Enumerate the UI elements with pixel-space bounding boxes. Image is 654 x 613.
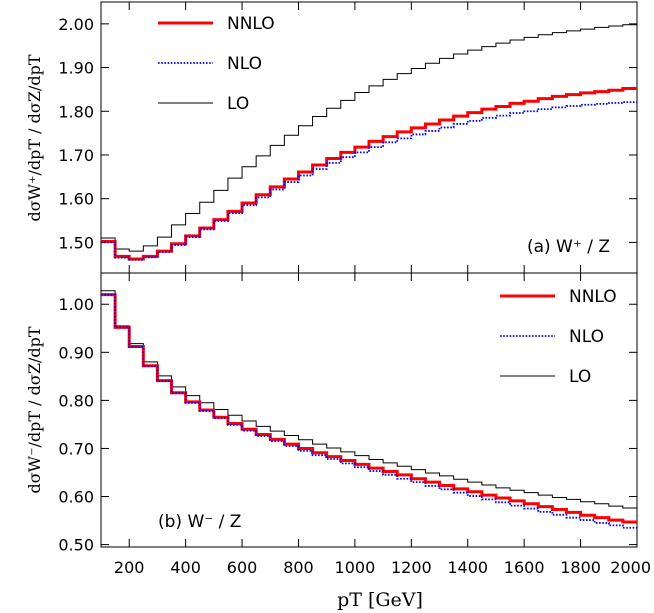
x-tick-label: 1400 bbox=[447, 558, 488, 577]
series-nlo-line bbox=[101, 101, 637, 261]
y-tick-label: 1.90 bbox=[58, 59, 94, 78]
panel-a-ylabel-text: dσW⁺/dpT / dσZ/dpT bbox=[25, 54, 44, 221]
panel-b-xticks bbox=[128, 273, 638, 547]
x-tick-label: 200 bbox=[114, 558, 145, 577]
x-tick-labels: 200 400 600 800 1000 1200 1400 1600 1800 2000 bbox=[114, 558, 651, 577]
panel-a-yticks: 1.50 1.60 1.70 1.80 1.90 2.00 bbox=[58, 15, 637, 252]
x-axis-label: pT [GeV] bbox=[337, 589, 423, 611]
legend-label-nlo: NLO bbox=[569, 327, 604, 347]
y-tick-label: 1.60 bbox=[58, 190, 94, 209]
panel-b-label: (b) W⁻ / Z bbox=[158, 512, 241, 532]
panel-b-legend: NNLO NLO LO bbox=[500, 287, 617, 387]
x-tick-label: 400 bbox=[170, 558, 201, 577]
legend-label-nnlo: NNLO bbox=[227, 14, 275, 34]
panel-b-frame bbox=[100, 272, 638, 548]
panel-a: 1.50 1.60 1.70 1.80 1.90 2.00 NNLO NLO LO (a) W… bbox=[25, 1, 638, 274]
x-tick-label: 2000 bbox=[610, 558, 651, 577]
y-tick-label: 0.50 bbox=[58, 536, 94, 555]
y-tick-label: 0.70 bbox=[58, 439, 94, 458]
legend-label-lo: LO bbox=[569, 367, 591, 387]
panel-a-ylabel: dσW⁺/dpT / dσZ/dpT bbox=[25, 54, 44, 221]
panel-a-series bbox=[101, 24, 637, 261]
y-tick-label: 1.50 bbox=[58, 233, 94, 252]
legend-label-lo: LO bbox=[227, 94, 249, 114]
series-nnlo-line bbox=[101, 293, 637, 524]
x-tick-label: 600 bbox=[227, 558, 258, 577]
x-tick-label: 1000 bbox=[335, 558, 376, 577]
x-tick-label: 800 bbox=[283, 558, 314, 577]
panel-b-yticks: 0.50 0.60 0.70 0.80 0.90 1.00 bbox=[58, 295, 637, 555]
panel-b-series bbox=[101, 290, 637, 529]
series-lo-line bbox=[101, 290, 637, 509]
panel-b: 0.50 0.60 0.70 0.80 0.90 1.00 NNLO NLO LO (b) W… bbox=[25, 272, 638, 555]
series-lo-line bbox=[101, 24, 637, 252]
series-nlo-line bbox=[101, 293, 637, 529]
y-tick-label: 1.70 bbox=[58, 146, 94, 165]
x-tick-label: 1200 bbox=[391, 558, 432, 577]
x-tick-label: 1600 bbox=[504, 558, 545, 577]
y-tick-label: 0.90 bbox=[58, 343, 94, 362]
y-tick-label: 1.80 bbox=[58, 102, 94, 121]
y-tick-label: 2.00 bbox=[58, 15, 94, 34]
y-tick-label: 1.00 bbox=[58, 295, 94, 314]
legend-label-nlo: NLO bbox=[227, 54, 262, 74]
y-tick-label: 0.60 bbox=[58, 488, 94, 507]
panel-a-legend: NNLO NLO LO bbox=[158, 14, 275, 114]
panel-a-label: (a) W⁺ / Z bbox=[527, 237, 610, 257]
panel-b-ylabel: dσW⁻/dpT / dσZ/dpT bbox=[25, 326, 44, 493]
panel-a-xticks bbox=[128, 2, 638, 273]
x-tick-label: 1800 bbox=[560, 558, 601, 577]
series-nnlo-line bbox=[101, 87, 637, 261]
panel-b-ylabel-text: dσW⁻/dpT / dσZ/dpT bbox=[25, 326, 44, 493]
legend-label-nnlo: NNLO bbox=[569, 287, 617, 307]
panel-a-frame bbox=[100, 1, 638, 274]
y-tick-label: 0.80 bbox=[58, 391, 94, 410]
